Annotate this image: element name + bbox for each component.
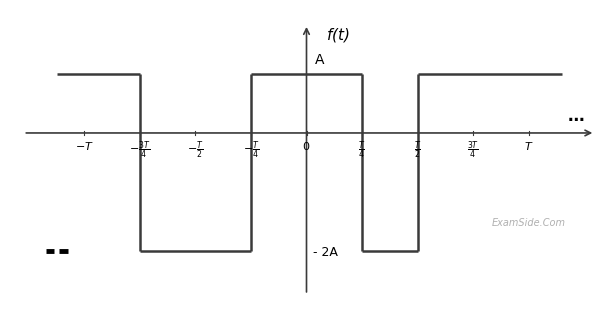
Text: A: A xyxy=(315,53,324,67)
Text: $f$(t): $f$(t) xyxy=(326,26,349,44)
Text: $\frac{3T}{4}$: $\frac{3T}{4}$ xyxy=(467,140,479,162)
Text: $\boldsymbol{\cdots}$: $\boldsymbol{\cdots}$ xyxy=(567,109,584,127)
Text: $-T$: $-T$ xyxy=(75,140,94,152)
Text: ExamSide.Com: ExamSide.Com xyxy=(492,218,566,228)
Text: $T$: $T$ xyxy=(524,140,533,152)
Text: $-\frac{T}{2}$: $-\frac{T}{2}$ xyxy=(187,140,204,162)
Text: $\frac{T}{2}$: $\frac{T}{2}$ xyxy=(414,140,421,162)
Text: $-\frac{T}{4}$: $-\frac{T}{4}$ xyxy=(243,140,259,162)
Text: $-\frac{3T}{4}$: $-\frac{3T}{4}$ xyxy=(129,140,151,162)
Text: $0$: $0$ xyxy=(302,140,311,152)
Text: - 2A: - 2A xyxy=(313,246,338,259)
Text: $\frac{T}{4}$: $\frac{T}{4}$ xyxy=(359,140,365,162)
